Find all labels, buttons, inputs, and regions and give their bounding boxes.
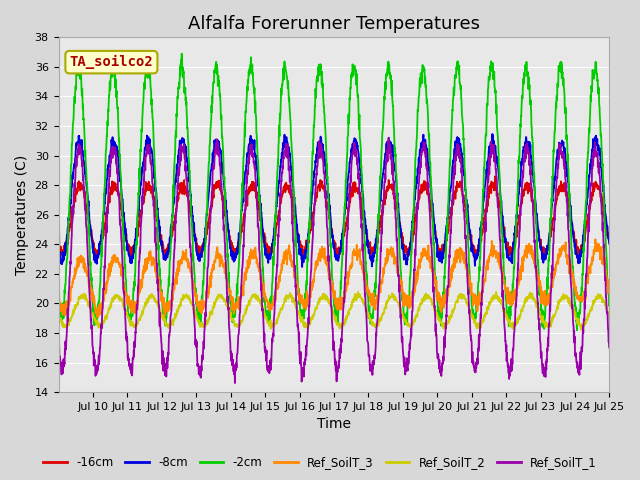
Ref_SoilT_2 [54,312,62,318]
Ref_SoilT_3 [94,315,102,321]
Line: Ref_SoilT_2: Ref_SoilT_2 [58,292,609,330]
-8cm [323,175,330,180]
-2cm [573,327,580,333]
-2cm [83,178,90,184]
-16cm [590,184,598,190]
Ref_SoilT_2 [355,289,362,295]
-16cm [489,184,497,190]
Ref_SoilT_3 [83,267,90,273]
Ref_SoilT_1 [308,244,316,250]
-16cm [605,240,613,246]
-16cm [308,215,316,220]
-16cm [161,256,168,262]
-2cm [489,60,497,66]
-8cm [54,256,62,262]
-16cm [590,189,598,194]
-2cm [605,292,613,298]
-8cm [489,132,497,138]
Ref_SoilT_2 [308,315,316,321]
Ref_SoilT_3 [591,236,599,242]
Ref_SoilT_1 [385,135,392,141]
-16cm [54,219,62,225]
Ref_SoilT_3 [489,254,497,260]
Line: -16cm: -16cm [58,176,609,259]
-8cm [590,140,598,145]
Ref_SoilT_2 [577,327,585,333]
Ref_SoilT_2 [590,301,598,307]
Line: -2cm: -2cm [58,54,609,330]
-8cm [298,264,306,270]
-8cm [308,189,316,195]
-2cm [590,70,598,75]
Ref_SoilT_3 [54,286,62,291]
Line: Ref_SoilT_1: Ref_SoilT_1 [58,138,609,383]
Ref_SoilT_1 [83,226,90,231]
Line: -8cm: -8cm [58,134,609,267]
Line: Ref_SoilT_3: Ref_SoilT_3 [58,239,609,318]
Ref_SoilT_1 [489,143,497,148]
Ref_SoilT_2 [489,296,497,302]
-2cm [590,76,598,82]
Ref_SoilT_1 [590,150,598,156]
-2cm [54,278,62,284]
Ref_SoilT_1 [323,217,330,223]
Legend: -16cm, -8cm, -2cm, Ref_SoilT_3, Ref_SoilT_2, Ref_SoilT_1: -16cm, -8cm, -2cm, Ref_SoilT_3, Ref_Soil… [38,452,602,474]
Text: TA_soilco2: TA_soilco2 [70,55,154,69]
-16cm [323,203,330,208]
Ref_SoilT_3 [589,250,597,255]
-2cm [308,161,316,167]
-2cm [178,51,186,57]
-16cm [83,204,90,209]
-8cm [605,241,613,247]
Y-axis label: Temperatures (C): Temperatures (C) [15,155,29,275]
Ref_SoilT_2 [590,298,598,303]
-2cm [323,166,330,171]
Ref_SoilT_2 [605,314,613,320]
X-axis label: Time: Time [317,418,351,432]
Ref_SoilT_3 [605,283,613,288]
-16cm [492,173,499,179]
Ref_SoilT_2 [323,295,330,300]
-8cm [83,184,90,190]
-8cm [590,138,598,144]
-8cm [488,131,496,137]
Ref_SoilT_3 [308,279,316,285]
Ref_SoilT_1 [54,330,62,336]
Ref_SoilT_3 [590,247,598,253]
Ref_SoilT_2 [83,296,90,302]
Ref_SoilT_1 [231,380,239,386]
Title: Alfalfa Forerunner Temperatures: Alfalfa Forerunner Temperatures [188,15,480,33]
Ref_SoilT_3 [323,261,330,267]
Ref_SoilT_1 [605,345,613,350]
Ref_SoilT_1 [590,153,598,159]
